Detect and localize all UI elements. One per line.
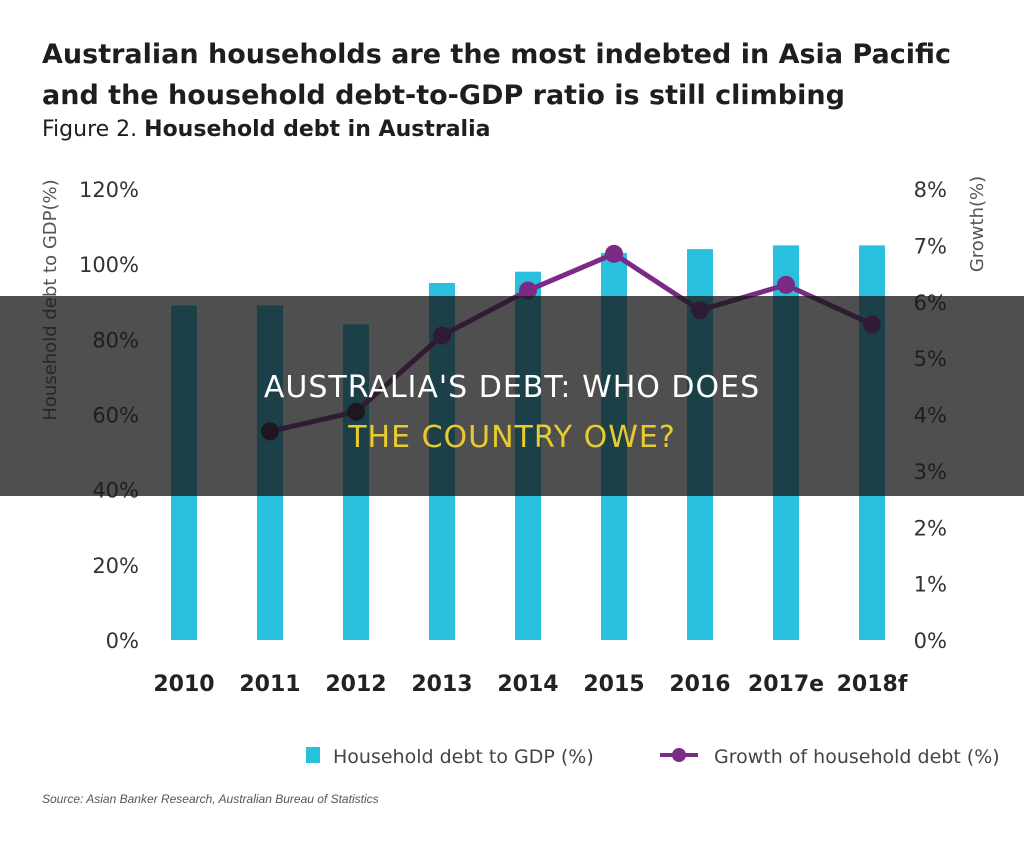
category-label: 2016 — [669, 672, 730, 697]
overlay-title-line-2: THE COUNTRY OWE? — [348, 420, 676, 455]
legend-line-marker — [672, 748, 686, 762]
category-label: 2012 — [325, 672, 386, 697]
right-tick-label: 8% — [914, 178, 947, 202]
growth-point-2014 — [519, 281, 537, 300]
category-label: 2017e — [748, 672, 824, 697]
right-axis-title: Growth(%) — [967, 176, 988, 272]
growth-point-2017e — [777, 275, 795, 294]
left-tick-label: 120% — [79, 178, 139, 202]
left-tick-label: 0% — [106, 629, 139, 653]
left-tick-label: 20% — [92, 554, 139, 578]
category-label: 2011 — [239, 672, 300, 697]
source-note: Source: Asian Banker Research, Australia… — [42, 792, 379, 806]
chart-title: Household debt in Australia — [144, 117, 491, 142]
legend-bar-swatch — [306, 747, 320, 763]
category-axis-ticks: 2010 2011 2012 2013 2014 2015 2016 2017e 2018f — [153, 672, 907, 697]
figure-heading: Figure 2. Household debt in Australia — [42, 117, 490, 142]
right-tick-label: 2% — [914, 516, 947, 540]
right-tick-label: 1% — [914, 573, 947, 597]
legend-line-label: Growth of household debt (%) — [714, 746, 1000, 768]
category-label: 2013 — [411, 672, 472, 697]
figure-label: Figure 2. — [42, 117, 138, 142]
category-label: 2015 — [583, 672, 644, 697]
legend: Household debt to GDP (%) Growth of hous… — [306, 746, 1000, 768]
growth-point-2015 — [605, 244, 623, 263]
category-label: 2018f — [837, 672, 908, 697]
legend-bar-label: Household debt to GDP (%) — [333, 746, 594, 768]
headline: Australian households are the most indeb… — [42, 39, 951, 111]
title-overlay-band — [0, 296, 1024, 496]
left-tick-label: 100% — [79, 253, 139, 277]
category-label: 2010 — [153, 672, 214, 697]
category-label: 2014 — [497, 672, 558, 697]
right-tick-label: 7% — [914, 234, 947, 258]
right-tick-label: 0% — [914, 629, 947, 653]
overlay-title-line-1: AUSTRALIA'S DEBT: WHO DOES — [263, 370, 761, 405]
